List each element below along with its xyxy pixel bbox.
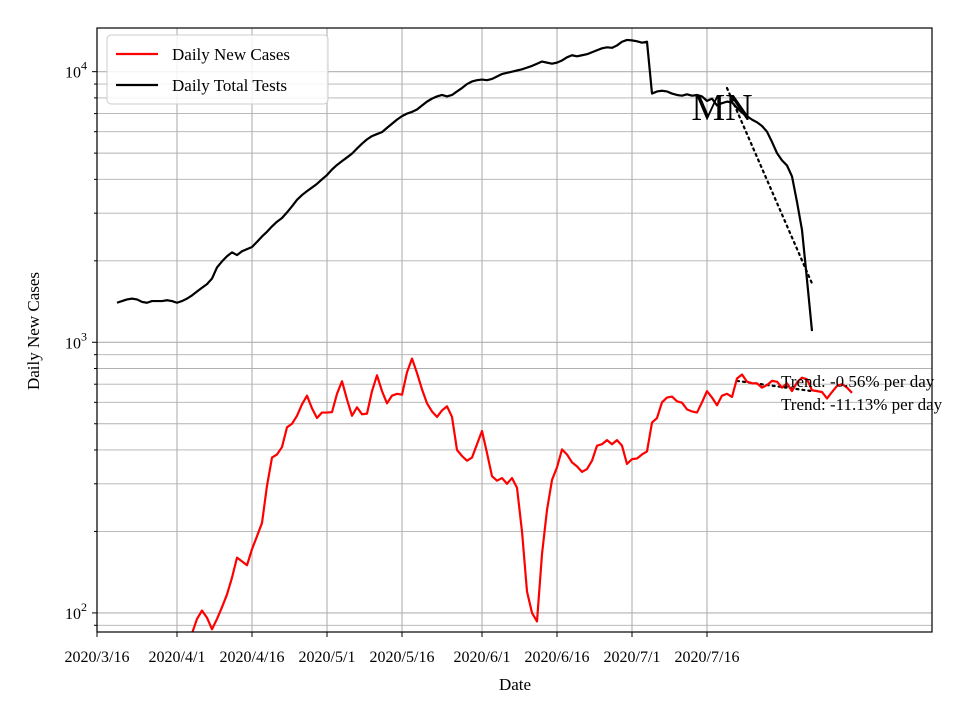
series-line-daily-new-cases: [191, 357, 853, 632]
y-tick-label: 103: [65, 329, 87, 352]
trend-line-1: [725, 86, 814, 285]
x-axis-label: Date: [499, 675, 531, 694]
x-tick-label: 2020/4/16: [220, 649, 285, 666]
legend-label-tests: Daily Total Tests: [172, 76, 287, 95]
x-tick-label: 2020/5/16: [370, 649, 435, 666]
plot-frame: [96, 27, 933, 633]
y-tick-label: 104: [65, 59, 87, 82]
axes-frame: [96, 27, 933, 633]
x-tick-label: 2020/5/1: [299, 649, 356, 666]
x-tick-label: 2020/7/1: [604, 649, 661, 666]
trend-annotation-tests: Trend: -11.13% per day: [781, 395, 943, 414]
y-tick-exponent: 2: [81, 600, 87, 614]
trend-annotation-cases: Trend: -0.56% per day: [781, 372, 935, 391]
y-tick-base: 10: [65, 335, 81, 352]
x-tick-label: 2020/6/16: [525, 649, 590, 666]
y-tick-exponent: 4: [81, 59, 87, 73]
legend: Daily New Cases Daily Total Tests: [106, 34, 329, 105]
y-tick-exponent: 3: [81, 329, 87, 343]
plot-lines: [116, 38, 853, 632]
tick-marks: [92, 71, 708, 637]
series-line-daily-total-tests: [116, 38, 814, 332]
grid: [96, 28, 932, 632]
x-tick-label: 2020/4/1: [149, 649, 206, 666]
x-tick-label: 2020/3/16: [65, 649, 130, 666]
x-tick-label: 2020/7/16: [675, 649, 740, 666]
y-tick-base: 10: [65, 606, 81, 623]
y-axis-label: Daily New Cases: [24, 272, 43, 390]
y-tick-base: 10: [65, 65, 81, 82]
state-label: MN: [691, 87, 752, 129]
y-tick-label: 102: [65, 600, 87, 623]
legend-box: [106, 34, 329, 105]
legend-label-cases: Daily New Cases: [172, 45, 290, 64]
x-tick-label: 2020/6/1: [454, 649, 511, 666]
